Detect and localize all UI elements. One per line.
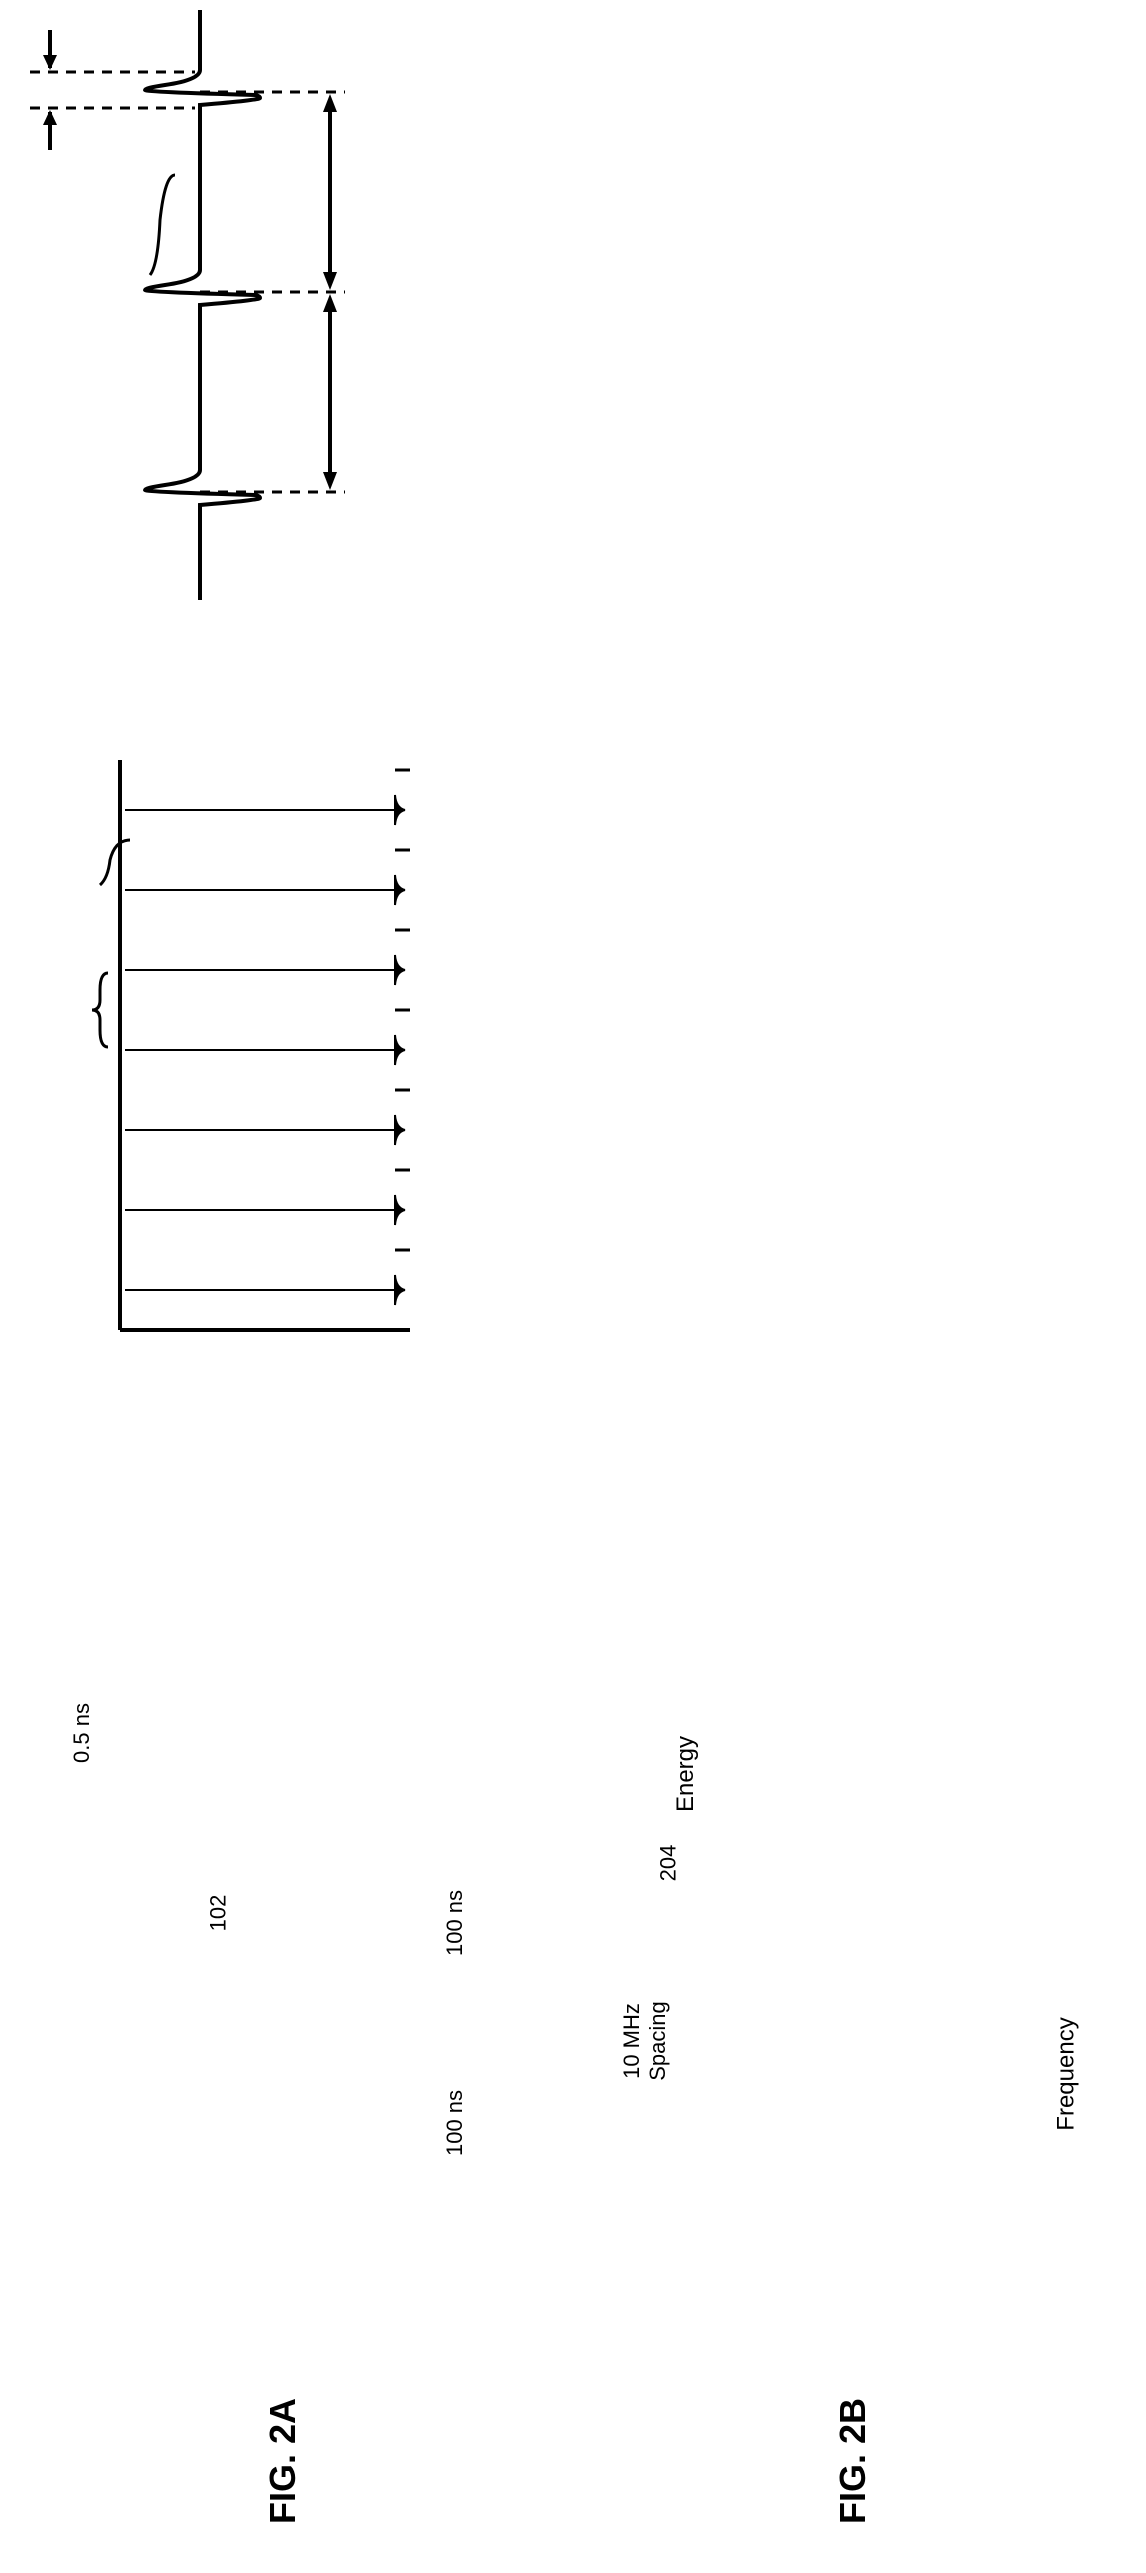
fig-b-ylabel: Energy — [672, 1736, 700, 1812]
interval-label-2: 100 ns — [442, 2090, 468, 2156]
fig-b-ref-number: 204 — [655, 1845, 681, 1882]
pulse-waveform — [30, 10, 345, 600]
figure-2a-panel — [0, 0, 420, 720]
pulse-width-label: 0.5 ns — [69, 1703, 95, 1763]
figure-2b-svg — [0, 720, 480, 1360]
spacing-label: 10 MHzSpacing — [619, 2001, 671, 2081]
spacing-label-text: 10 MHzSpacing — [619, 2001, 670, 2081]
frequency-combs — [125, 795, 405, 1305]
fig-a-ref-number: 102 — [205, 1895, 231, 1932]
figure-2a-svg — [0, 0, 420, 620]
fig-a-caption: FIG. 2A — [262, 2398, 304, 2524]
figure-2b-panel — [0, 720, 480, 1440]
fig-b-caption: FIG. 2B — [832, 2398, 874, 2524]
fig-b-xlabel: Frequency — [1053, 2017, 1081, 2130]
interval-label-1: 100 ns — [442, 1890, 468, 1956]
